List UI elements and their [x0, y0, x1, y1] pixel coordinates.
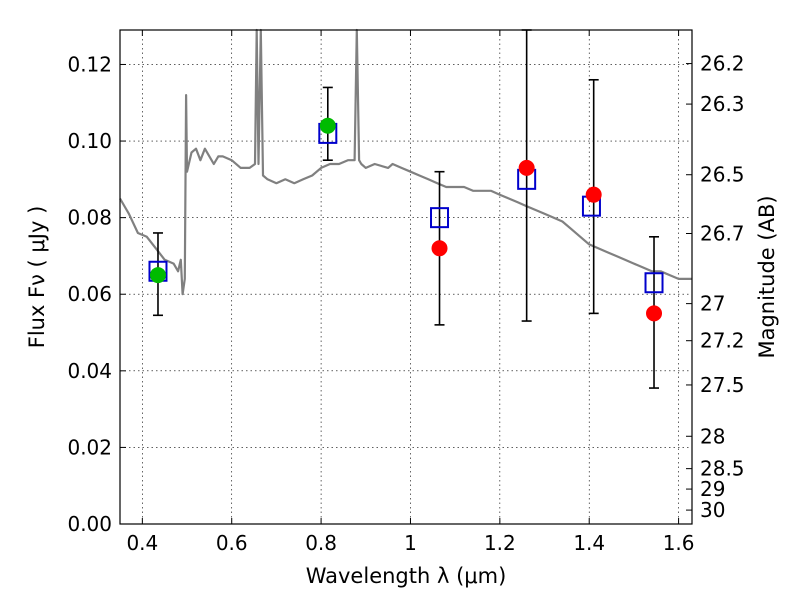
y-tick-label: 0.04: [67, 359, 112, 383]
y-tick-label: 0.02: [67, 435, 112, 459]
mag-tick-label: 29: [700, 477, 725, 501]
mag-tick-label: 30: [700, 498, 725, 522]
observed-point-marker: [431, 240, 448, 257]
x-tick-label: 1.4: [573, 531, 605, 555]
y-tick-label: 0.00: [67, 512, 112, 536]
observed-point-marker: [585, 186, 602, 203]
spectrum-line: [119, 28, 692, 296]
x-tick-label: 1.2: [484, 531, 516, 555]
mag-tick-label: 28: [700, 424, 725, 448]
observed-point-marker: [646, 305, 663, 322]
axis-ticks: 0.4 0.6 0.8 1 1.2 1.4 1.6 0.00 0.02 0.04 0.06 0.08 0…: [67, 30, 745, 555]
mag-tick-label: 27: [700, 292, 725, 316]
mag-tick-label: 26.5: [700, 163, 745, 187]
plot-frame: [119, 29, 693, 525]
right-axis-label: Magnitude (AB): [755, 195, 779, 358]
observed-point-marker: [518, 159, 535, 176]
x-tick-label: 1: [404, 531, 417, 555]
y-tick-label: 0.12: [67, 52, 112, 76]
mag-tick-label: 26.7: [700, 221, 745, 245]
model-square-marker: [430, 207, 450, 229]
y-tick-label: 0.06: [67, 282, 112, 306]
x-tick-label: 0.8: [305, 531, 337, 555]
observed-point-marker: [149, 267, 166, 284]
mag-tick-label: 28.5: [700, 457, 745, 481]
mag-tick-label: 26.3: [700, 92, 745, 116]
x-axis-label: Wavelength λ (μm): [306, 564, 507, 588]
mag-tick-label: 26.2: [700, 52, 745, 76]
model-square-marker: [644, 272, 664, 294]
y-tick-label: 0.10: [67, 129, 112, 153]
mag-tick-label: 27.5: [700, 373, 745, 397]
data-markers: [148, 117, 664, 322]
y-axis-label: Flux Fν ( μJy ): [25, 206, 49, 349]
y-tick-label: 0.08: [67, 206, 112, 230]
mag-tick-label: 27.2: [700, 329, 745, 353]
x-tick-label: 1.6: [663, 531, 695, 555]
observed-point-marker: [319, 117, 336, 134]
model-spectrum: [119, 28, 692, 296]
x-tick-label: 0.4: [126, 531, 158, 555]
x-tick-label: 0.6: [216, 531, 248, 555]
plot-background: [120, 30, 692, 524]
